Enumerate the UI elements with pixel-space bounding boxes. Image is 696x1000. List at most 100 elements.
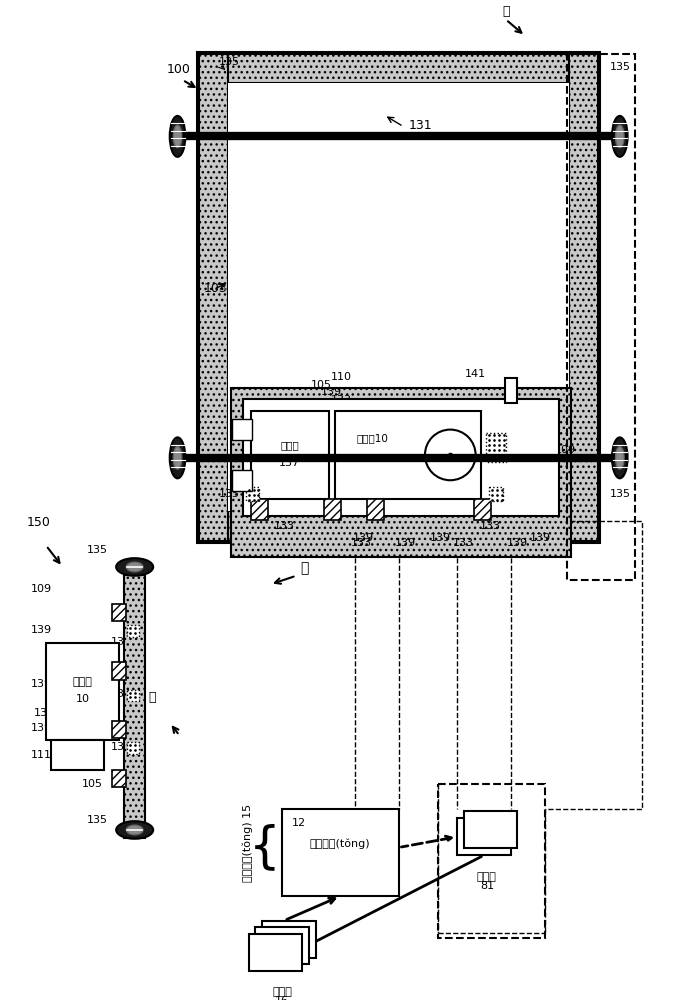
Text: 103: 103 bbox=[204, 282, 228, 295]
Ellipse shape bbox=[612, 437, 628, 478]
Text: 105: 105 bbox=[311, 380, 332, 390]
Text: 133: 133 bbox=[274, 521, 295, 531]
Bar bbox=[112, 721, 126, 738]
Bar bbox=[567, 54, 635, 580]
Bar bbox=[464, 811, 518, 848]
Text: 141: 141 bbox=[465, 369, 486, 379]
Bar bbox=[248, 934, 302, 971]
Ellipse shape bbox=[170, 116, 185, 157]
Text: {: { bbox=[248, 823, 280, 871]
Bar bbox=[112, 604, 126, 621]
Text: 139: 139 bbox=[31, 723, 52, 733]
Text: 139: 139 bbox=[353, 533, 374, 543]
Text: 發動機: 發動機 bbox=[72, 677, 93, 687]
Bar bbox=[232, 470, 251, 491]
Ellipse shape bbox=[173, 447, 182, 469]
Text: 111: 111 bbox=[31, 750, 52, 760]
Ellipse shape bbox=[127, 825, 143, 835]
Text: 133: 133 bbox=[480, 521, 500, 531]
Ellipse shape bbox=[612, 116, 628, 157]
Bar bbox=[51, 740, 104, 770]
Bar bbox=[231, 388, 571, 557]
Text: 133: 133 bbox=[351, 538, 372, 548]
Text: 139: 139 bbox=[31, 625, 52, 635]
Bar bbox=[243, 399, 560, 516]
Text: 133: 133 bbox=[331, 395, 351, 405]
Bar bbox=[124, 575, 145, 838]
Bar bbox=[487, 433, 506, 462]
Text: 100: 100 bbox=[167, 63, 191, 76]
Text: 137: 137 bbox=[33, 708, 54, 718]
Text: 傳感器: 傳感器 bbox=[272, 987, 292, 997]
Text: 發動機10: 發動機10 bbox=[357, 433, 388, 443]
Bar bbox=[438, 784, 545, 938]
Bar bbox=[282, 809, 399, 896]
Text: 控制系統(tǒng): 控制系統(tǒng) bbox=[310, 838, 370, 849]
Text: 135: 135 bbox=[87, 815, 108, 825]
Ellipse shape bbox=[127, 562, 143, 572]
Text: 135: 135 bbox=[610, 489, 631, 499]
Text: 109: 109 bbox=[31, 584, 52, 594]
Bar bbox=[246, 487, 260, 501]
Bar bbox=[335, 411, 482, 499]
Text: 111: 111 bbox=[251, 448, 271, 458]
Bar bbox=[324, 499, 341, 520]
Bar bbox=[199, 54, 599, 83]
Bar bbox=[112, 770, 126, 787]
Bar bbox=[199, 511, 599, 541]
Text: 150: 150 bbox=[26, 516, 50, 529]
Ellipse shape bbox=[615, 125, 624, 148]
Bar bbox=[127, 742, 139, 754]
Text: 135: 135 bbox=[219, 57, 239, 67]
Text: 后: 后 bbox=[502, 5, 509, 18]
Text: 137: 137 bbox=[279, 458, 300, 468]
Bar bbox=[112, 662, 126, 680]
Bar bbox=[457, 818, 511, 855]
Ellipse shape bbox=[615, 447, 624, 469]
Text: 133: 133 bbox=[111, 689, 132, 699]
Bar bbox=[197, 52, 600, 543]
Bar bbox=[367, 499, 384, 520]
Text: 139: 139 bbox=[507, 538, 528, 548]
Text: 81: 81 bbox=[480, 881, 494, 891]
Bar bbox=[251, 411, 329, 499]
Ellipse shape bbox=[116, 558, 153, 576]
Text: 變速器: 變速器 bbox=[280, 440, 299, 450]
Text: 105: 105 bbox=[82, 779, 103, 789]
Text: 131: 131 bbox=[409, 119, 432, 132]
Bar bbox=[489, 487, 503, 501]
Bar bbox=[199, 54, 228, 541]
Bar bbox=[505, 378, 516, 403]
Bar bbox=[228, 83, 569, 511]
Text: 135: 135 bbox=[610, 62, 631, 72]
Text: 133: 133 bbox=[111, 637, 132, 647]
Text: 139: 139 bbox=[530, 533, 551, 543]
Bar bbox=[474, 499, 491, 520]
Text: 致動器: 致動器 bbox=[477, 872, 497, 882]
Bar bbox=[569, 54, 599, 541]
Text: 109: 109 bbox=[555, 445, 576, 455]
Ellipse shape bbox=[173, 125, 182, 148]
Text: 12: 12 bbox=[292, 818, 306, 828]
Bar bbox=[262, 921, 316, 958]
Text: 110: 110 bbox=[331, 372, 351, 382]
Ellipse shape bbox=[116, 821, 153, 839]
Text: 16: 16 bbox=[275, 996, 290, 1000]
Bar bbox=[127, 690, 139, 701]
Text: 133: 133 bbox=[453, 538, 474, 548]
Text: 135: 135 bbox=[219, 489, 239, 499]
Text: 133: 133 bbox=[111, 742, 132, 752]
Bar bbox=[251, 499, 268, 520]
Text: 前: 前 bbox=[148, 691, 156, 704]
Text: 139: 139 bbox=[321, 387, 342, 397]
Text: 10: 10 bbox=[76, 694, 90, 704]
Bar bbox=[46, 643, 119, 740]
Text: 139: 139 bbox=[395, 538, 416, 548]
Text: 前: 前 bbox=[300, 561, 308, 575]
Text: 139: 139 bbox=[430, 533, 451, 543]
Text: 135: 135 bbox=[87, 545, 108, 555]
Text: 139: 139 bbox=[31, 679, 52, 689]
Bar bbox=[255, 927, 309, 964]
Text: 控制系統(tǒng) 15: 控制系統(tǒng) 15 bbox=[242, 804, 253, 882]
Bar bbox=[232, 419, 251, 440]
